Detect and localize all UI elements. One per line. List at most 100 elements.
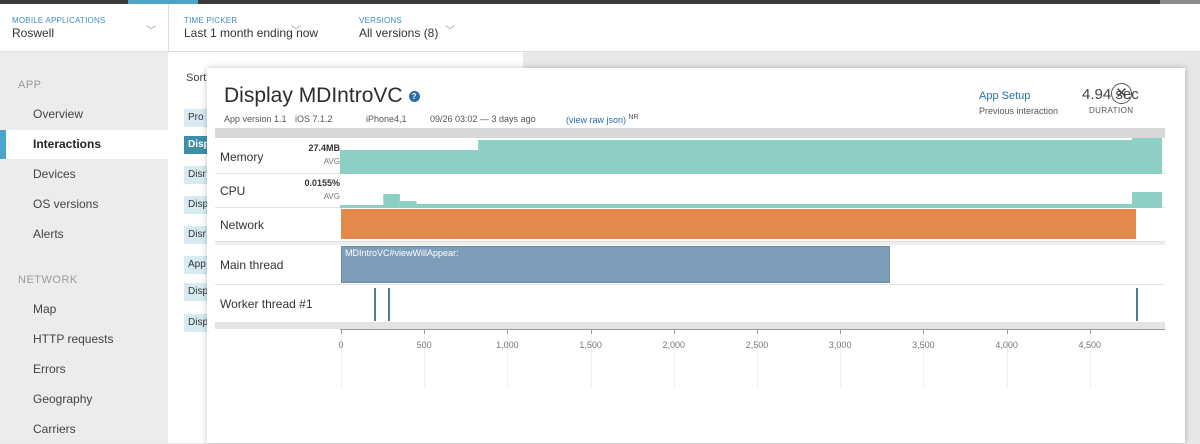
list-item[interactable]: Disr <box>184 166 214 184</box>
x-tick-mark <box>507 329 509 334</box>
app-picker[interactable]: MOBILE APPLICATIONS Roswell ﹀ <box>12 4 162 52</box>
network-row: Network <box>215 208 1165 242</box>
memory-avg-label: AVG <box>323 157 340 166</box>
cpu-bar <box>383 194 400 208</box>
list-item[interactable]: App <box>184 256 214 274</box>
sidebar-item-geography[interactable]: Geography <box>33 392 93 406</box>
worker-thread-mark[interactable] <box>387 288 390 321</box>
x-tick-label: 3,000 <box>828 340 852 350</box>
interaction-detail-modal: Display MDIntroVC? App version 1.1 iOS 7… <box>207 68 1185 443</box>
main-thread-segment[interactable]: MDIntroVC#viewWillAppear: <box>341 246 891 283</box>
worker-thread-mark[interactable] <box>374 288 377 321</box>
x-tick-mark <box>923 329 925 334</box>
sidebar-item-alerts[interactable]: Alerts <box>33 227 64 241</box>
list-item[interactable]: Disr <box>184 226 214 244</box>
sidebar-item-errors[interactable]: Errors <box>33 362 66 376</box>
network-bar[interactable] <box>341 209 1137 239</box>
x-tick-mark <box>840 329 842 334</box>
cpu-bar <box>340 205 390 208</box>
memory-value: 27.4MB <box>308 143 340 153</box>
cpu-avg-label: AVG <box>323 192 340 201</box>
cpu-row: CPU 0.0155% AVG <box>215 174 1165 208</box>
worker-thread-row: Worker thread #1 <box>215 285 1165 323</box>
sidebar-item-interactions[interactable]: Interactions <box>0 130 168 159</box>
chevron-down-icon: ﹀ <box>146 26 156 37</box>
modal-title: Display MDIntroVC? <box>224 84 420 108</box>
x-tick-label: 4,000 <box>995 340 1018 350</box>
timeline-footer <box>215 323 1165 329</box>
sidebar-item-carriers[interactable]: Carriers <box>33 422 76 436</box>
main-thread-segment-label: MDIntroVC#viewWillAppear: <box>345 248 459 258</box>
versions-picker-value: All versions (8) <box>359 26 439 40</box>
top-strip-right <box>1160 0 1200 4</box>
header-divider <box>168 4 169 52</box>
sidebar-item-devices[interactable]: Devices <box>33 167 76 181</box>
app-picker-label: MOBILE APPLICATIONS <box>12 16 106 25</box>
x-tick-label: 1,500 <box>579 340 602 350</box>
sidebar-item-os-versions[interactable]: OS versions <box>33 197 99 211</box>
x-axis-line <box>340 329 1165 330</box>
sidebar-item-overview[interactable]: Overview <box>33 107 84 121</box>
memory-row: Memory 27.4MB AVG <box>215 138 1165 174</box>
app-setup-link[interactable]: App Setup <box>979 90 1031 102</box>
list-item[interactable]: Disp <box>184 136 214 154</box>
timeline-scrubber[interactable] <box>215 128 1165 138</box>
x-tick-label: 1,000 <box>496 340 519 350</box>
active-nav-accent <box>128 0 198 4</box>
x-tick-mark <box>1006 329 1008 334</box>
network-label: Network <box>220 218 265 232</box>
view-raw-json-link[interactable]: (view raw json) <box>566 115 627 125</box>
nr-badge: NR <box>628 114 639 121</box>
help-icon[interactable]: ? <box>408 90 420 102</box>
time-picker-label: TIME PICKER <box>184 16 238 25</box>
x-tick-mark <box>590 329 592 334</box>
x-tick-label: 500 <box>416 340 432 350</box>
x-tick-label: 2,000 <box>662 340 686 350</box>
previous-interaction-label: Previous interaction <box>979 106 1059 116</box>
sort-label[interactable]: Sort <box>186 72 207 84</box>
duration-label: DURATION <box>1089 106 1134 115</box>
raw-json-link-wrap: (view raw json) NR <box>566 114 639 125</box>
cpu-bar <box>1132 192 1162 208</box>
list-item[interactable]: Disp <box>184 314 214 332</box>
time-picker[interactable]: TIME PICKER Last 1 month ending now ﹀ <box>184 4 334 52</box>
x-tick-label: 2,500 <box>745 340 769 350</box>
cpu-value: 0.0155% <box>304 178 340 188</box>
top-strip <box>0 0 1200 4</box>
x-tick-mark <box>756 329 758 334</box>
cpu-bar <box>416 204 1133 208</box>
list-item[interactable]: Disp <box>184 196 214 214</box>
device-model: iPhone4,1 <box>366 114 407 124</box>
cpu-graph <box>340 192 1162 208</box>
modal-title-text: Display MDIntroVC <box>224 84 403 107</box>
x-tick-mark <box>341 329 342 334</box>
memory-graph <box>340 138 1162 174</box>
list-item[interactable]: Disp <box>184 283 214 301</box>
worker-thread-label: Worker thread #1 <box>220 297 313 311</box>
x-tick-label: 0 <box>338 340 344 350</box>
time-picker-value: Last 1 month ending now <box>184 26 319 40</box>
close-icon[interactable]: ✕ <box>1111 83 1132 104</box>
sidebar-section-app: APP <box>18 79 42 91</box>
cpu-bar <box>399 201 417 208</box>
interaction-date: 09/26 03:02 — 3 days ago <box>430 114 536 124</box>
x-tick-mark <box>1089 329 1091 334</box>
section-divider <box>215 242 1165 245</box>
list-item[interactable]: Pro <box>184 109 214 127</box>
app-version: App version 1.1 <box>224 114 287 124</box>
versions-picker-label: VERSIONS <box>359 16 402 25</box>
sidebar-item-http-requests[interactable]: HTTP requests <box>33 332 114 346</box>
chevron-down-icon: ﹀ <box>291 26 301 37</box>
memory-label: Memory <box>220 150 264 164</box>
sidebar-item-map[interactable]: Map <box>33 302 57 316</box>
versions-picker[interactable]: VERSIONS All versions (8) ﹀ <box>359 4 469 52</box>
header-bar: MOBILE APPLICATIONS Roswell ﹀ TIME PICKE… <box>0 4 1200 52</box>
worker-thread-mark[interactable] <box>1136 288 1139 321</box>
app-picker-value: Roswell <box>12 26 55 40</box>
main-thread-label: Main thread <box>220 258 284 272</box>
sidebar-section-network: NETWORK <box>18 274 78 286</box>
interaction-timeline: Memory 27.4MB AVG CPU 0.0155% AVG Networ… <box>215 128 1165 418</box>
memory-area <box>340 138 1162 174</box>
cpu-label: CPU <box>220 184 246 198</box>
sidebar: APP Overview Interactions Devices OS ver… <box>0 52 168 443</box>
